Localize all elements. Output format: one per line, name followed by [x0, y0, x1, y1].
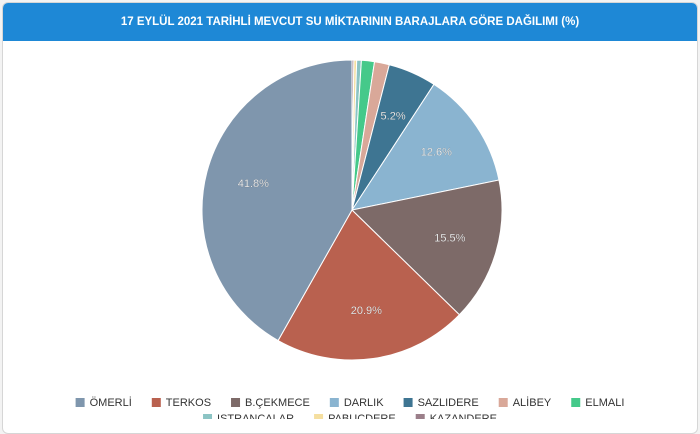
legend-item[interactable]: DARLIK	[329, 397, 384, 409]
legend-item[interactable]: TERKOS	[151, 397, 211, 409]
legend-item[interactable]: ÖMERLİ	[75, 396, 132, 409]
legend-swatch	[403, 398, 413, 407]
data-label: 41.8%	[238, 178, 269, 190]
legend-label: B.ÇEKMECE	[245, 397, 310, 409]
data-label: 15.5%	[434, 233, 465, 245]
legend-label: KAZANDERE	[430, 413, 497, 419]
pie-slice	[201, 59, 353, 342]
chart: 5.2% 12.6% 15.5% 20.9% 41.8% ÖMERLİ TERKOS B.ÇE…	[75, 59, 624, 419]
data-label: 5.2%	[381, 111, 406, 123]
legend-swatch	[151, 398, 161, 407]
legend-swatch	[498, 398, 508, 407]
legend-label: TERKOS	[166, 397, 211, 409]
legend-item[interactable]: PABUÇDERE	[314, 413, 396, 419]
legend-swatch	[75, 398, 85, 407]
legend-item[interactable]: B.ÇEKMECE	[231, 397, 310, 409]
legend-item[interactable]: ELMALI	[571, 397, 624, 409]
legend-label: ELMALI	[585, 397, 624, 409]
pie-slice	[277, 209, 461, 361]
pie-slice	[350, 83, 500, 211]
legend-label: ALİBEY	[513, 396, 552, 409]
legend-label: DARLIK	[344, 397, 384, 409]
legend-label: ÖMERLİ	[90, 396, 132, 409]
data-label: 20.9%	[351, 305, 382, 317]
legend-item[interactable]: SAZLIDERE	[403, 397, 479, 409]
legend-swatch	[203, 414, 213, 419]
pie-slice	[350, 179, 503, 316]
legend-label: ISTRANCALAR	[217, 413, 294, 419]
data-label: 12.6%	[421, 147, 452, 159]
legend-swatch	[571, 398, 581, 407]
legend-swatch	[329, 398, 339, 407]
legend-label: PABUÇDERE	[328, 413, 396, 419]
legend-label: SAZLIDERE	[418, 397, 479, 409]
legend-swatch	[231, 398, 241, 407]
legend-swatch	[314, 414, 324, 419]
legend-item[interactable]: KAZANDERE	[415, 413, 497, 419]
legend-item[interactable]: ALİBEY	[498, 396, 552, 409]
legend-swatch	[415, 414, 425, 419]
legend-item[interactable]: ISTRANCALAR	[203, 413, 294, 419]
chart-title: 17 EYLÜL 2021 TARİHLİ MEVCUT SU MİKTARIN…	[3, 3, 697, 41]
